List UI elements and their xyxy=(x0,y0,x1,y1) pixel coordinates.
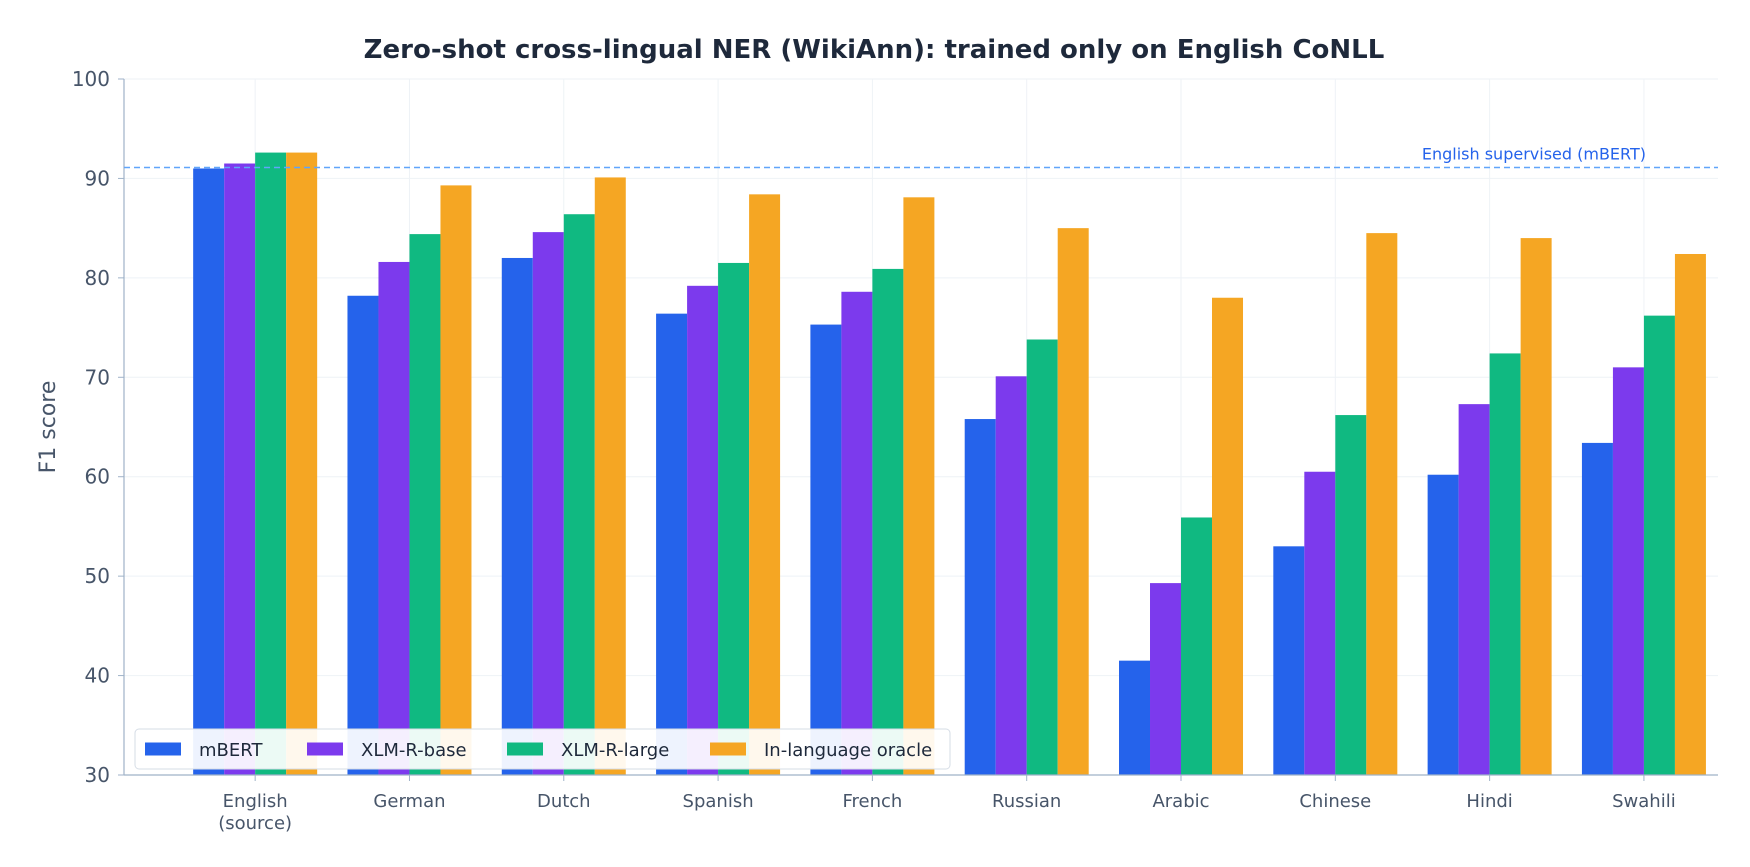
bar-xlm-r-base-9 xyxy=(1612,367,1644,775)
x-tick-labels: English (source) German Dutch Spanish French R… xyxy=(218,775,1676,834)
bar-in-language-oracle-6 xyxy=(1212,297,1244,775)
y-tick-label: 80 xyxy=(85,266,110,290)
bar-mbert-9 xyxy=(1581,442,1613,775)
bar-xlm-r-base-6 xyxy=(1150,583,1182,775)
bar-mbert-2 xyxy=(501,257,533,775)
bar-xlm-r-large-1 xyxy=(409,234,441,775)
x-tick-label: German xyxy=(373,791,445,812)
legend-item: In-language oracle xyxy=(710,740,932,761)
legend-label: XLM-R-large xyxy=(561,740,669,761)
bar-mbert-0 xyxy=(193,168,225,775)
x-tick-label: Arabic xyxy=(1152,791,1209,812)
bar-mbert-6 xyxy=(1119,660,1151,775)
legend-swatch xyxy=(145,742,181,756)
legend-item: mBERT xyxy=(145,740,263,761)
bar-mbert-3 xyxy=(656,313,688,775)
bar-xlm-r-large-3 xyxy=(718,262,750,775)
legend-swatch xyxy=(307,742,343,756)
bar-in-language-oracle-8 xyxy=(1520,238,1552,776)
bar-in-language-oracle-9 xyxy=(1674,253,1706,776)
axes xyxy=(123,79,1718,776)
y-tick-label: 100 xyxy=(72,67,110,91)
bars xyxy=(193,152,1706,776)
bar-xlm-r-base-0 xyxy=(224,163,256,775)
bar-xlm-r-large-0 xyxy=(255,152,287,775)
y-tick-label: 60 xyxy=(85,465,110,489)
y-tick-label: 70 xyxy=(85,365,110,389)
x-tick-label: Hindi xyxy=(1466,791,1512,812)
bar-xlm-r-base-8 xyxy=(1458,404,1490,775)
legend-swatch xyxy=(507,742,543,756)
bar-in-language-oracle-4 xyxy=(903,197,935,775)
legend-item: XLM-R-base xyxy=(307,740,467,761)
x-tick-label: Russian xyxy=(992,791,1061,812)
y-tick-label: 50 xyxy=(85,564,110,588)
y-axis-label: F1 score xyxy=(36,381,61,474)
y-tick-labels: 30 40 50 60 70 80 90 100 xyxy=(72,67,124,787)
bar-in-language-oracle-1 xyxy=(440,185,472,776)
bar-in-language-oracle-5 xyxy=(1057,228,1089,776)
bar-mbert-7 xyxy=(1273,546,1305,775)
x-tick-label: Dutch xyxy=(537,791,591,812)
bar-xlm-r-large-5 xyxy=(1026,339,1058,775)
bar-xlm-r-base-2 xyxy=(532,232,564,775)
legend-item: XLM-R-large xyxy=(507,740,669,761)
bar-xlm-r-base-4 xyxy=(841,291,873,775)
x-tick-label: Swahili xyxy=(1612,791,1676,812)
bar-xlm-r-base-5 xyxy=(995,376,1027,775)
bar-xlm-r-large-4 xyxy=(872,268,904,775)
x-tick-label: English (source) xyxy=(218,791,292,834)
y-tick-label: 40 xyxy=(85,664,110,688)
bar-mbert-1 xyxy=(347,295,379,775)
reference-line-label: English supervised (mBERT) xyxy=(1422,144,1646,163)
bar-xlm-r-base-3 xyxy=(687,285,719,775)
reference-line-group: English supervised (mBERT) xyxy=(124,144,1718,169)
y-tick-label: 30 xyxy=(85,763,110,787)
legend-label: In-language oracle xyxy=(764,740,932,761)
legend-label: XLM-R-base xyxy=(361,740,467,761)
bar-in-language-oracle-2 xyxy=(594,177,626,776)
bar-xlm-r-base-1 xyxy=(378,261,410,775)
legend-swatch xyxy=(710,742,746,756)
bar-in-language-oracle-7 xyxy=(1366,233,1398,776)
legend: mBERT XLM-R-base XLM-R-large In-language or… xyxy=(134,728,951,770)
bar-mbert-8 xyxy=(1427,474,1459,775)
x-tick-label: Chinese xyxy=(1299,791,1371,812)
bar-in-language-oracle-0 xyxy=(286,152,318,775)
bar-xlm-r-large-8 xyxy=(1489,353,1521,775)
x-tick-label: French xyxy=(842,791,902,812)
bar-xlm-r-large-2 xyxy=(563,214,595,776)
bar-xlm-r-large-7 xyxy=(1335,415,1367,775)
chart-title: Zero-shot cross-lingual NER (WikiAnn): t… xyxy=(364,35,1385,65)
legend-label: mBERT xyxy=(199,740,263,761)
bar-xlm-r-large-6 xyxy=(1181,517,1213,775)
bar-in-language-oracle-3 xyxy=(749,194,781,775)
bar-mbert-5 xyxy=(964,419,996,775)
bar-xlm-r-large-9 xyxy=(1643,315,1675,775)
bar-mbert-4 xyxy=(810,324,842,775)
bar-xlm-r-base-7 xyxy=(1304,471,1336,775)
x-tick-label: Spanish xyxy=(683,791,754,812)
y-tick-label: 90 xyxy=(85,166,110,190)
